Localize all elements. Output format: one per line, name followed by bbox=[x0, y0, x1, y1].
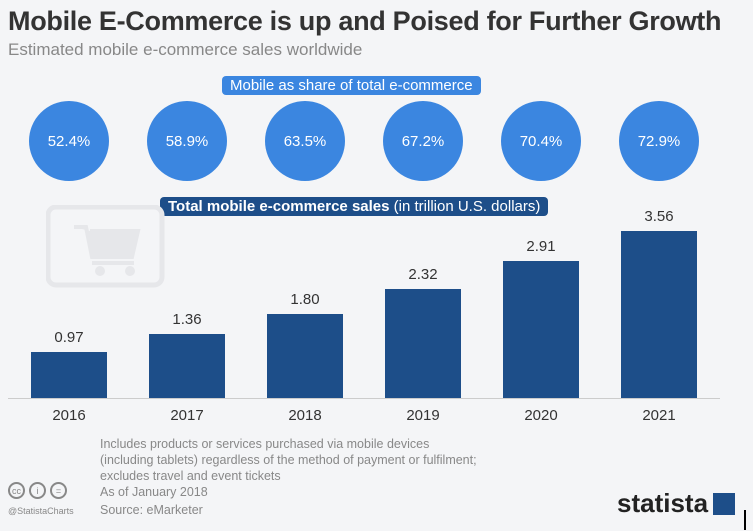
footnote-line: excludes travel and event tickets bbox=[100, 469, 281, 483]
bar-2016 bbox=[31, 352, 107, 398]
value-label: 1.80 bbox=[290, 290, 320, 308]
bar-2021 bbox=[621, 231, 697, 398]
x-tick-label: 2020 bbox=[524, 407, 558, 424]
share-circle: 72.9% bbox=[619, 101, 699, 181]
footnote-line: (including tablets) regardless of the me… bbox=[100, 453, 477, 467]
value-label: 2.32 bbox=[408, 266, 438, 284]
source: Source: eMarketer bbox=[100, 503, 203, 517]
share-circle: 63.5% bbox=[265, 101, 345, 181]
bar-2018 bbox=[267, 313, 343, 398]
share-circle: 67.2% bbox=[383, 101, 463, 181]
no-derivatives-icon: = bbox=[50, 482, 67, 499]
x-tick-label: 2016 bbox=[52, 407, 86, 424]
share-circle: 52.4% bbox=[29, 101, 109, 181]
bar-2020 bbox=[503, 261, 579, 398]
value-label: 2.91 bbox=[526, 238, 556, 256]
share-label: Mobile as share of total e-commerce bbox=[222, 76, 481, 95]
creative-commons-icon: cc bbox=[8, 482, 25, 499]
x-tick-label: 2017 bbox=[170, 407, 204, 424]
x-axis-line bbox=[8, 398, 720, 399]
series-label-unit: (in trillion U.S. dollars) bbox=[393, 198, 541, 215]
value-label: 0.97 bbox=[54, 329, 84, 347]
bar-2017 bbox=[149, 334, 225, 398]
logo-text: statista bbox=[617, 488, 709, 518]
as-of-date: As of January 2018 bbox=[100, 485, 208, 499]
statista-logo[interactable]: statista bbox=[617, 488, 736, 519]
x-tick-label: 2021 bbox=[642, 407, 676, 424]
share-circle: 58.9% bbox=[147, 101, 227, 181]
series-label-bold: Total mobile e-commerce sales bbox=[168, 198, 390, 215]
chart-title: Mobile E-Commerce is up and Poised for F… bbox=[8, 6, 722, 36]
bar-2019 bbox=[385, 289, 461, 398]
text-cursor bbox=[744, 510, 746, 530]
value-label: 3.56 bbox=[644, 208, 674, 225]
attribution-icon: i bbox=[29, 482, 46, 499]
logo-mark-icon bbox=[713, 492, 736, 515]
share-circle: 70.4% bbox=[501, 101, 581, 181]
chart-subtitle: Estimated mobile e-commerce sales worldw… bbox=[8, 40, 363, 59]
x-tick-label: 2019 bbox=[406, 407, 440, 424]
shopping-cart-icon bbox=[46, 205, 165, 288]
x-tick-label: 2018 bbox=[288, 407, 322, 424]
license-icons[interactable]: cc i = bbox=[8, 482, 67, 499]
value-label: 1.36 bbox=[172, 311, 202, 329]
footnote-line: Includes products or services purchased … bbox=[100, 437, 430, 451]
twitter-handle[interactable]: @StatistaCharts bbox=[8, 506, 74, 516]
series-label: Total mobile e-commerce sales (in trilli… bbox=[160, 197, 549, 216]
